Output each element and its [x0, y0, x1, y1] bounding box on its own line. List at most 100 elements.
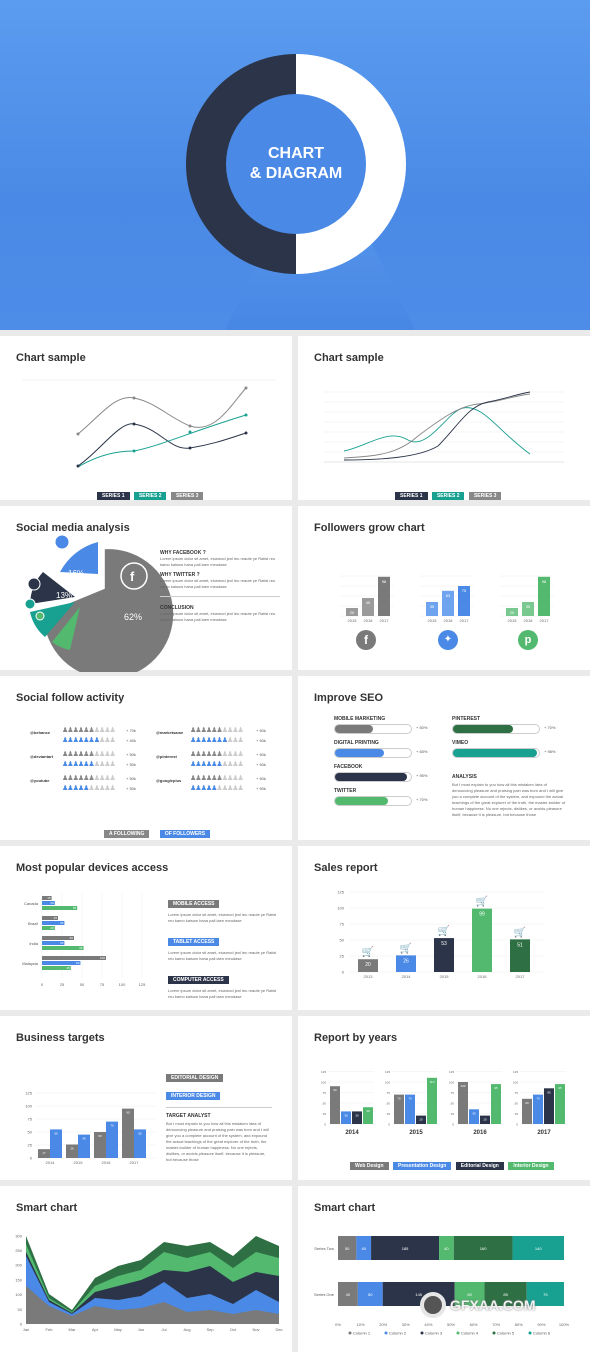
- account-label: @youtube: [30, 778, 50, 783]
- tick-label: 75: [387, 1091, 391, 1095]
- tick-label: Oct: [230, 1327, 237, 1332]
- person-icon: ♟: [232, 751, 238, 758]
- data-label: 140: [535, 1246, 542, 1251]
- person-icon: ♟: [226, 761, 233, 768]
- series-2-line: [343, 407, 531, 455]
- panel-improve-seo: Improve SEO MOBILE MARKETING + 50% DIGITA…: [298, 676, 590, 840]
- panel-social-media-analysis: Social media analysis 16% 13% 62% f WHY …: [0, 506, 292, 672]
- person-icon: ♟: [237, 761, 244, 768]
- tick-label: 50%: [447, 1322, 455, 1327]
- stacked-segment: [512, 1236, 564, 1260]
- tick-label: Dec: [275, 1327, 282, 1332]
- sales-bar-chart: 0 25 50 75 100 125 20 🛒 2013 26 🛒 2014 53 🛒 2015 99 🛒 201…: [337, 890, 544, 979]
- bar: [510, 939, 530, 972]
- bar: [50, 1129, 62, 1158]
- follow-count: + 50k: [256, 762, 266, 767]
- person-icon: ♟: [211, 737, 217, 744]
- person-icon: ♟: [104, 761, 110, 768]
- bar: [362, 598, 374, 616]
- tick-label: 2016: [364, 618, 374, 623]
- person-icon: ♟: [62, 761, 68, 768]
- bar: [42, 926, 55, 930]
- person-icon: ♟: [190, 785, 196, 792]
- data-label: 100: [460, 1084, 465, 1088]
- person-icon: ♟: [200, 727, 207, 734]
- legend-label: Column 4: [461, 1331, 479, 1336]
- person-icon: ♟: [211, 785, 217, 792]
- person-icon-row: ♟♟♟♟♟♟♟♟♟♟: [62, 726, 116, 734]
- panel-title: Social follow activity: [16, 692, 125, 704]
- area-series-5: [26, 1286, 279, 1324]
- legend-dot: [456, 1331, 460, 1335]
- facebook-icon: [120, 562, 148, 590]
- person-icon: ♟: [237, 775, 244, 782]
- row-label: Series One: [314, 1292, 335, 1297]
- legend-followers: OF FOLLOWERS: [159, 830, 211, 838]
- person-icon: ♟: [237, 737, 244, 744]
- data-label: 20: [419, 1118, 423, 1122]
- data-label: 40: [346, 1292, 351, 1297]
- person-icon-row: ♟♟♟♟♟♟♟♟♟♟: [190, 750, 244, 758]
- tick-label: 100: [513, 1081, 518, 1085]
- tick-label: 0: [452, 1123, 454, 1127]
- target-analyst-text: But I must explain to you how all this m…: [166, 1121, 269, 1162]
- pinterest-icon: [35, 611, 45, 621]
- facebook-icon: f: [356, 630, 376, 650]
- person-icon: ♟: [67, 761, 73, 768]
- panel-title: Business targets: [16, 1032, 105, 1044]
- person-icon: ♟: [72, 737, 79, 744]
- person-icon: ♟: [109, 727, 116, 734]
- bar: [66, 1144, 78, 1158]
- person-icon: ♟: [216, 761, 222, 768]
- bar: [480, 1115, 490, 1124]
- legend-editorial-design: Editorial Design: [455, 1162, 504, 1170]
- data-label: 40: [366, 1109, 370, 1113]
- person-icon: ♟: [237, 727, 244, 734]
- tag-editorial-design: EDITORIAL DESIGN: [166, 1074, 224, 1082]
- bar: [42, 961, 81, 965]
- person-icon: ♟: [221, 751, 228, 758]
- analysis-heading: ANALYSIS: [452, 774, 477, 780]
- person-icon: ♟: [190, 775, 196, 782]
- person-icon: ♟: [195, 727, 201, 734]
- data-label: 85: [547, 1090, 551, 1094]
- tick-label: 2014: [402, 974, 412, 979]
- data-label: 55: [73, 906, 77, 910]
- computer-access-text: Lorem ipsum dolor sit amet, eiusmod jeol…: [168, 988, 277, 999]
- data-label: 35: [430, 604, 435, 609]
- bar: [42, 936, 74, 940]
- person-icon-row: ♟♟♟♟♟♟♟♟♟♟: [190, 774, 244, 782]
- line-chart-1: [22, 379, 276, 468]
- person-icon: ♟: [226, 785, 233, 792]
- person-icon: ♟: [226, 737, 233, 744]
- person-icon-row: ♟♟♟♟♟♟♟♟♟♟: [190, 784, 244, 792]
- panel-sales-report: Sales report 0 25 50 75 100 125 20 🛒 2013 26 🛒 2014…: [298, 846, 590, 1010]
- person-icon-row: ♟♟♟♟♟♟♟♟♟♟: [190, 760, 244, 768]
- tag-interior-design: INTERIOR DESIGN: [166, 1092, 221, 1100]
- person-icon: ♟: [190, 727, 196, 734]
- person-icon: ♟: [200, 737, 207, 744]
- tick-label: Jul: [161, 1327, 166, 1332]
- person-icon: ♟: [190, 751, 196, 758]
- person-icon: ♟: [83, 727, 89, 734]
- seo-fill: [453, 725, 514, 733]
- tick-label: 300: [15, 1233, 22, 1238]
- person-icon: ♟: [221, 727, 228, 734]
- seo-pct: + 65%: [416, 749, 428, 754]
- tick-label: 75: [451, 1091, 455, 1095]
- person-icon: ♟: [226, 727, 233, 734]
- bar: [442, 590, 454, 616]
- follow-count: + 50k: [126, 762, 136, 767]
- person-icon: ♟: [77, 785, 84, 792]
- bar: [42, 956, 106, 960]
- tag-tablet-access: TABLET ACCESS: [168, 938, 220, 946]
- hero-title-line1: CHART: [268, 145, 324, 162]
- stacked-segment: [439, 1236, 454, 1260]
- panel-title: Chart sample: [314, 352, 384, 364]
- year-label: 2017: [537, 1130, 551, 1136]
- bar: [42, 906, 78, 910]
- tick-label: 2016: [102, 1160, 112, 1165]
- tick-label: 50: [451, 1102, 455, 1106]
- person-icon: ♟: [88, 727, 94, 734]
- person-icon: ♟: [104, 727, 110, 734]
